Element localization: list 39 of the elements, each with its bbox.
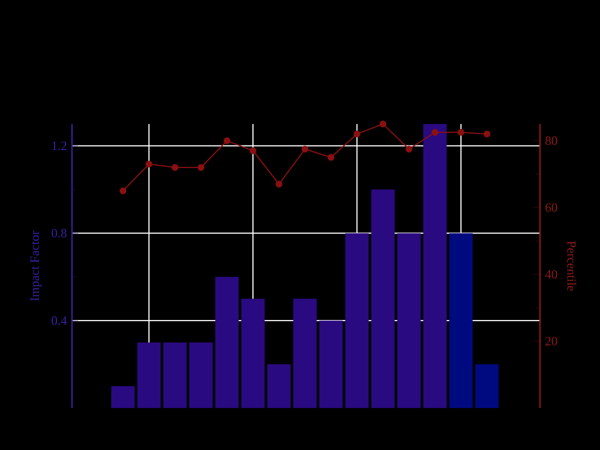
point: [458, 128, 464, 136]
bar: [189, 342, 213, 408]
point: [406, 146, 412, 152]
bar: [397, 233, 421, 408]
bar: [111, 386, 135, 408]
bar: [241, 298, 265, 408]
point: [354, 130, 360, 138]
bar: [267, 364, 291, 408]
bar: [449, 233, 473, 408]
bar: [345, 233, 369, 408]
point: [432, 128, 438, 136]
y-tick-label: 0.8: [52, 228, 67, 238]
point: [328, 154, 334, 161]
bar: [137, 342, 161, 408]
bar: [423, 124, 447, 408]
bar: [475, 364, 499, 408]
bar: [319, 320, 343, 408]
bar: [293, 298, 317, 408]
y2-tick-label: 80: [545, 136, 558, 145]
bar: [163, 342, 187, 408]
point: [302, 146, 308, 152]
bar: [371, 190, 395, 408]
point: [172, 164, 178, 171]
y2-axis-title: Percentile: [567, 241, 576, 291]
point: [120, 187, 126, 194]
point: [484, 130, 490, 138]
point: [198, 164, 204, 171]
y2-tick-label: 20: [546, 336, 558, 346]
y2-tick-label: 60: [546, 203, 558, 212]
point: [380, 120, 386, 128]
y2-tick-label: 40: [545, 270, 558, 279]
point: [276, 180, 282, 188]
y-tick-label: 1.2: [52, 142, 66, 150]
point: [250, 147, 256, 154]
bar: [215, 276, 239, 408]
point: [146, 160, 152, 168]
y-axis-title: Impact Factor: [30, 230, 42, 301]
point: [224, 137, 230, 144]
y-tick-label: 0.4: [52, 316, 67, 325]
